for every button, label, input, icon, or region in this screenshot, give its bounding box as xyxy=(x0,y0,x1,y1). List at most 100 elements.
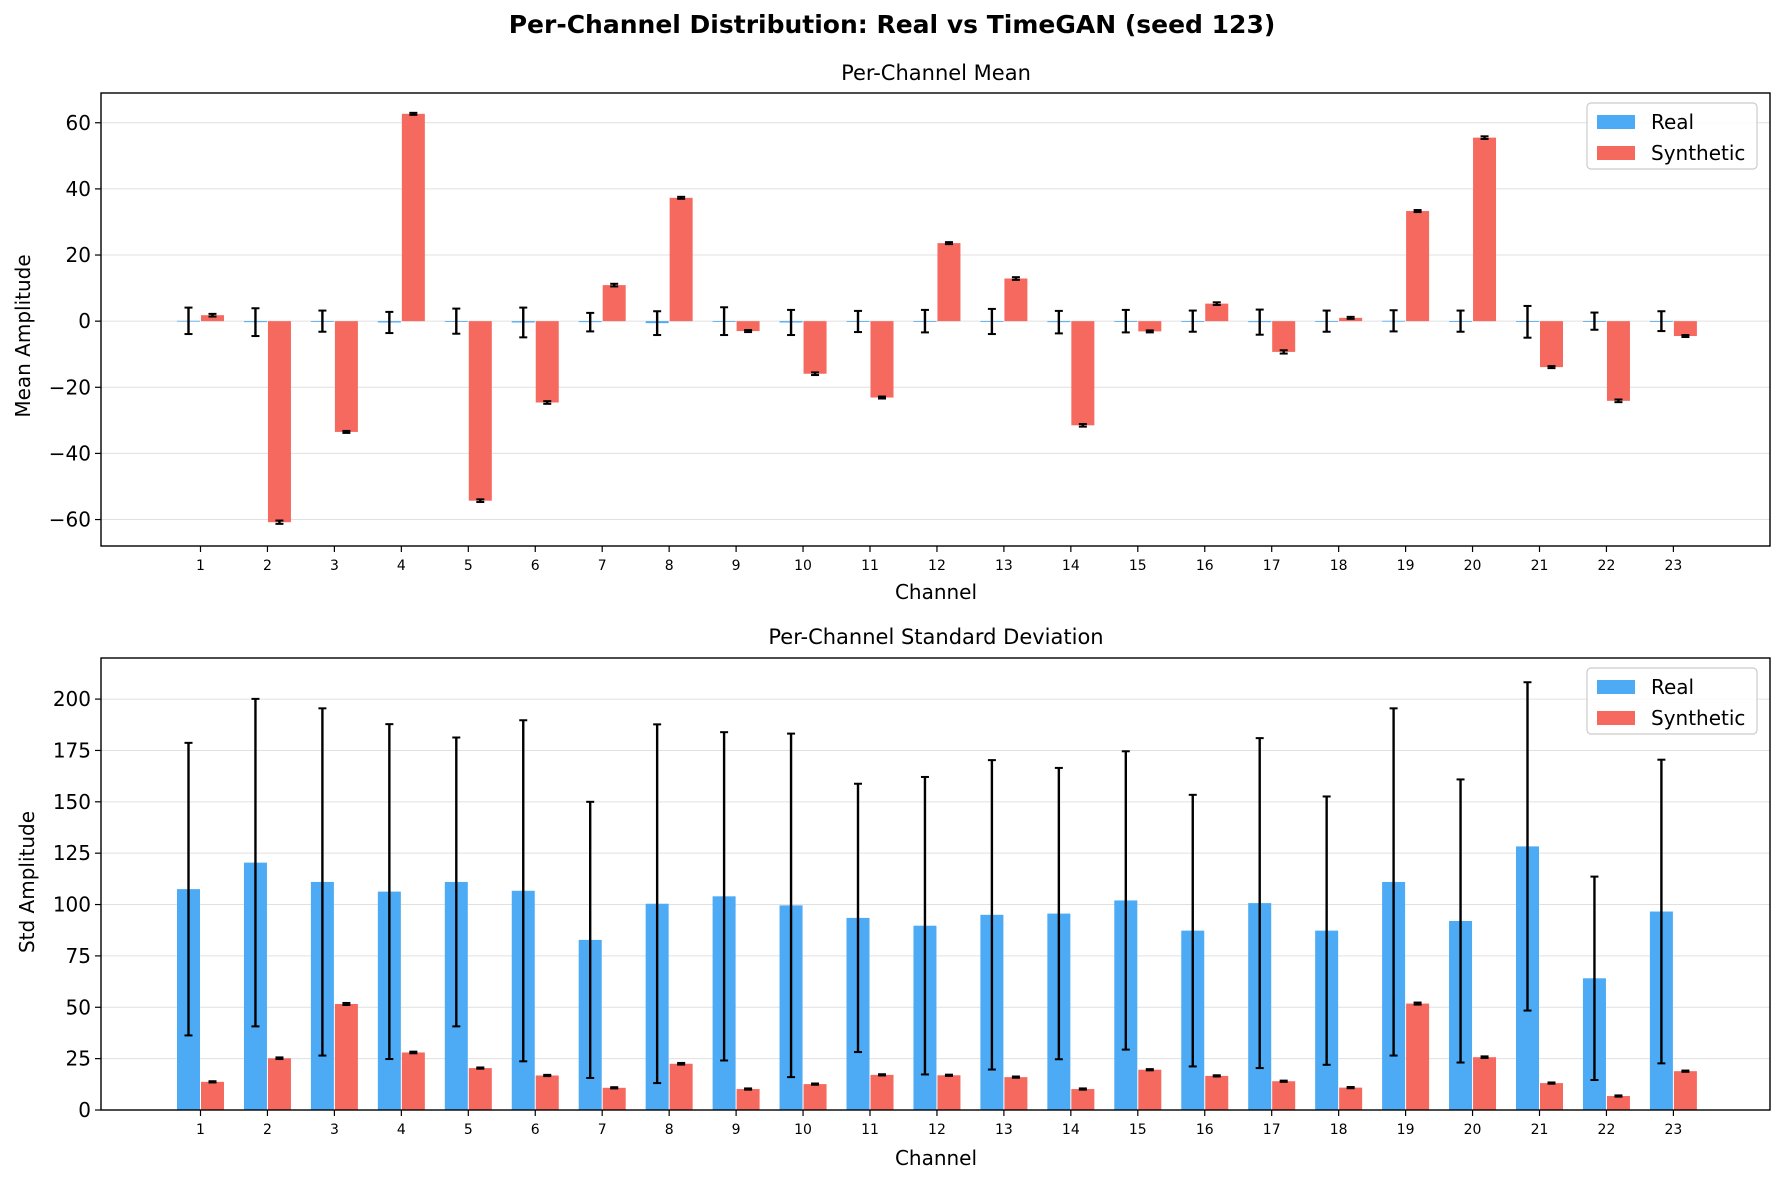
std-ytick-label: 25 xyxy=(66,1047,91,1071)
mean-bar-synthetic xyxy=(1473,137,1497,322)
std-chart-panel: Per-Channel Standard Deviation Channel S… xyxy=(15,625,1771,1170)
mean-xtick-label: 12 xyxy=(928,558,946,574)
std-xtick-label: 10 xyxy=(794,1122,812,1138)
figure-title: Per-Channel Distribution: Real vs TimeGA… xyxy=(509,10,1276,39)
std-errorbar-synthetic xyxy=(610,1086,619,1090)
std-xtick-label: 9 xyxy=(732,1122,741,1138)
mean-xtick-label: 14 xyxy=(1062,558,1080,574)
mean-xtick-label: 20 xyxy=(1464,558,1482,574)
std-errorbar-synthetic xyxy=(1346,1085,1355,1090)
mean-legend-swatch-synthetic xyxy=(1597,146,1635,160)
std-errorbar-synthetic xyxy=(1212,1074,1221,1078)
std-errorbar-synthetic xyxy=(208,1080,217,1084)
mean-errorbar-real xyxy=(251,307,260,338)
mean-xtick-label: 2 xyxy=(263,558,272,574)
std-errorbar-synthetic xyxy=(1279,1079,1288,1083)
mean-bar-synthetic xyxy=(267,321,291,523)
mean-errorbar-synthetic xyxy=(1547,365,1556,370)
mean-errorbar-synthetic xyxy=(1011,276,1020,281)
mean-errorbar-real xyxy=(1121,308,1130,334)
mean-xtick-label: 16 xyxy=(1196,558,1214,574)
std-xtick-label: 8 xyxy=(665,1122,674,1138)
mean-xtick-label: 6 xyxy=(531,558,540,574)
std-errorbar-real xyxy=(720,731,729,1062)
std-errorbar-real xyxy=(1389,707,1398,1057)
std-errorbar-synthetic xyxy=(476,1066,485,1070)
std-errorbar-real xyxy=(452,736,461,1028)
mean-bar-synthetic xyxy=(937,243,961,322)
std-errorbar-synthetic xyxy=(1681,1069,1690,1073)
mean-errorbar-real xyxy=(1322,309,1331,333)
std-bar-synthetic xyxy=(1473,1057,1497,1110)
std-plot-area xyxy=(177,681,1697,1110)
mean-bar-synthetic xyxy=(401,113,425,322)
std-ytick-label: 50 xyxy=(66,995,91,1019)
std-xtick-label: 20 xyxy=(1464,1122,1482,1138)
mean-bar-synthetic xyxy=(1205,303,1229,322)
mean-errorbar-real xyxy=(318,309,327,333)
std-errorbar-synthetic xyxy=(677,1061,686,1066)
mean-errorbar-synthetic xyxy=(1413,209,1422,214)
std-bar-synthetic xyxy=(201,1081,224,1110)
std-ytick-label: 200 xyxy=(53,687,91,711)
std-errorbar-synthetic xyxy=(1078,1087,1087,1091)
mean-errorbar-real xyxy=(653,310,662,337)
mean-legend: Real Synthetic xyxy=(1586,102,1758,170)
std-errorbar-real xyxy=(1590,875,1599,1082)
std-bar-synthetic xyxy=(334,1003,358,1110)
std-xtick-label: 5 xyxy=(464,1122,473,1138)
mean-errorbar-synthetic xyxy=(1480,135,1489,140)
std-bar-synthetic xyxy=(1004,1077,1028,1110)
mean-errorbar-synthetic xyxy=(1279,349,1288,355)
std-bar-synthetic xyxy=(736,1089,760,1110)
std-errorbar-synthetic xyxy=(1145,1068,1154,1072)
mean-ytick-label: 40 xyxy=(66,177,91,201)
mean-legend-label-synthetic: Synthetic xyxy=(1651,141,1745,165)
std-bar-synthetic xyxy=(937,1075,961,1110)
mean-plot-area xyxy=(177,111,1697,525)
std-xtick-label: 16 xyxy=(1196,1122,1214,1138)
mean-errorbar-synthetic xyxy=(878,395,886,400)
mean-bar-synthetic xyxy=(1406,211,1430,322)
std-xtick-label: 12 xyxy=(928,1122,946,1138)
std-bar-synthetic xyxy=(1272,1081,1296,1110)
std-legend-swatch-synthetic xyxy=(1597,711,1635,725)
mean-xtick-label: 9 xyxy=(732,558,741,574)
std-xtick-label: 13 xyxy=(995,1122,1013,1138)
mean-ytick-label: 60 xyxy=(66,111,91,135)
std-xtick-label: 15 xyxy=(1129,1122,1147,1138)
std-errorbar-real xyxy=(1322,795,1331,1066)
mean-errorbar-synthetic xyxy=(409,111,418,116)
std-chart-xlabel: Channel xyxy=(895,1146,977,1170)
std-errorbar-synthetic xyxy=(275,1056,284,1061)
mean-errorbar-real xyxy=(1188,309,1197,333)
std-bar-synthetic xyxy=(267,1058,291,1110)
mean-xtick-label: 5 xyxy=(464,558,473,574)
std-errorbar-synthetic xyxy=(342,1001,351,1007)
mean-errorbar-real xyxy=(1590,311,1599,331)
std-errorbar-real xyxy=(318,707,327,1057)
mean-bar-synthetic xyxy=(1138,321,1162,332)
mean-xtick-label: 21 xyxy=(1531,558,1549,574)
mean-errorbar-synthetic xyxy=(208,312,217,318)
std-bar-synthetic xyxy=(401,1052,425,1110)
std-errorbar-real xyxy=(1456,778,1465,1064)
std-bar-synthetic xyxy=(1138,1069,1162,1110)
std-errorbar-synthetic xyxy=(1614,1094,1623,1098)
std-legend-label-synthetic: Synthetic xyxy=(1651,706,1745,730)
mean-xtick-label: 23 xyxy=(1664,558,1682,574)
std-xtick-label: 11 xyxy=(861,1122,879,1138)
std-xtick-label: 19 xyxy=(1397,1122,1415,1138)
mean-errorbar-synthetic xyxy=(476,498,485,504)
std-xtick-label: 1 xyxy=(196,1122,205,1138)
std-axes-frame xyxy=(100,657,1771,1111)
mean-errorbar-synthetic xyxy=(342,429,351,434)
mean-errorbar-real xyxy=(854,309,862,334)
mean-errorbar-synthetic xyxy=(1212,301,1221,306)
mean-ytick-label: −40 xyxy=(49,441,91,465)
mean-xtick-label: 1 xyxy=(196,558,205,574)
mean-xtick-label: 8 xyxy=(665,558,674,574)
mean-xtick-label: 13 xyxy=(995,558,1013,574)
mean-xtick-label: 10 xyxy=(794,558,812,574)
